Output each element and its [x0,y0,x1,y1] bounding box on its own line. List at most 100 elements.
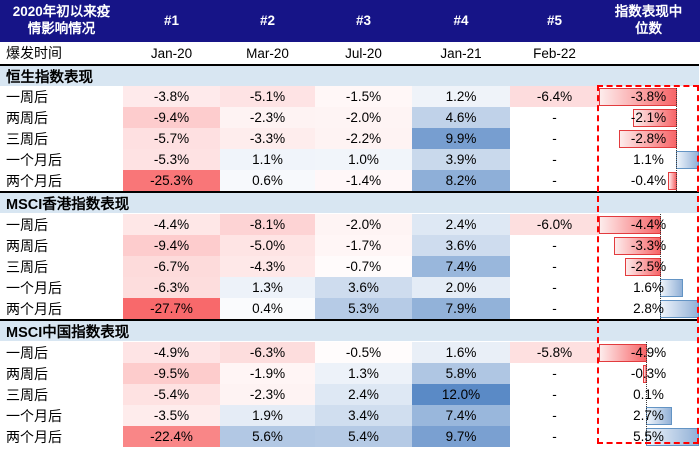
heatmap-cell: - [510,384,599,405]
heatmap-cell: -9.5% [123,363,220,384]
median-cell: 2.8% [599,298,699,319]
heatmap-cell: 1.3% [220,277,315,298]
row-label: 两周后 [6,237,48,254]
median-cell: 1.6% [599,277,698,298]
median-cell: 5.5% [599,426,699,447]
section-title-band: 恒生指数表现 [0,64,699,86]
heatmap-cell: 0.4% [220,298,315,319]
heatmap-cell: 5.8% [412,363,510,384]
median-value: 1.1% [633,152,664,167]
heatmap-cell: -5.3% [123,149,220,170]
column-header-event-5: #5 [546,12,563,28]
column-header-median: 指数表现中 位数 [614,4,683,36]
heatmap-cell: -6.0% [510,214,599,235]
heatmap-cell: 1.9% [220,405,315,426]
heatmap-cell: 1.3% [315,363,412,384]
heatmap-cell: 7.9% [412,298,510,319]
median-cell: -3.8% [599,86,698,107]
median-value: -3.8% [630,89,667,104]
median-value: 2.8% [633,301,664,316]
row-label: 一个月后 [6,151,62,168]
heatmap-cell: -6.3% [123,277,220,298]
heatmap-cell: 1.2% [412,86,510,107]
heatmap-cell: -4.3% [220,256,315,277]
median-value: 0.1% [633,387,664,402]
outbreak-date-4: Jan-21 [440,45,482,61]
section-title-band: MSCI中国指数表现 [0,319,699,341]
corner-title: 2020年初以来疫 情影响情况 [12,4,111,36]
row-label: 三周后 [6,386,48,403]
heatmap-cell: -6.3% [220,342,315,363]
heatmap-cell: -5.0% [220,235,315,256]
median-value: 5.5% [633,429,664,444]
heatmap-cell: -22.4% [123,426,220,447]
heatmap-cell: - [510,298,599,319]
heatmap-cell: - [510,170,599,191]
section-title-band: MSCI香港指数表现 [0,191,699,213]
median-value: -2.5% [630,259,667,274]
data-bar-zero-axis [675,86,677,191]
heatmap-cell: -5.8% [510,342,599,363]
row-label: 三周后 [6,258,48,275]
positive-data-bar [675,151,699,169]
outbreak-date-5: Feb-22 [533,45,576,61]
heatmap-cell: -1.4% [315,170,412,191]
median-cell: -0.3% [599,363,698,384]
heatmap-cell: 7.4% [412,405,510,426]
row-label: 两个月后 [6,172,62,189]
median-cell: -2.5% [599,256,698,277]
heatmap-cell: - [510,426,599,447]
heatmap-cell: 12.0% [412,384,510,405]
heatmap-cell: -1.9% [220,363,315,384]
heatmap-cell: 2.0% [412,277,510,298]
heatmap-cell: -25.3% [123,170,220,191]
heatmap-cell: 3.4% [315,405,412,426]
column-header-event-1: #1 [163,12,180,28]
median-value: -4.4% [630,217,667,232]
heatmap-cell: - [510,128,599,149]
heatmap-cell: - [510,149,599,170]
data-bar-zero-axis [659,214,661,319]
heatmap-cell: - [510,363,599,384]
column-header-event-2: #2 [259,12,276,28]
outbreak-date-2: Mar-20 [246,45,289,61]
median-cell: -2.8% [599,128,698,149]
row-label: 三周后 [6,130,48,147]
heatmap-cell: 1.1% [220,149,315,170]
row-label: 一周后 [6,88,48,105]
heatmap-cell: 8.2% [412,170,510,191]
median-cell: 0.1% [599,384,698,405]
median-value: -0.3% [630,366,667,381]
heatmap-cell: -9.4% [123,235,220,256]
heatmap-cell: -3.5% [123,405,220,426]
heatmap-cell: -2.0% [315,214,412,235]
table-header-band [0,0,700,42]
median-cell: 2.7% [599,405,698,426]
row-label: 两周后 [6,365,48,382]
heatmap-cell: 3.6% [412,235,510,256]
heatmap-cell: -0.5% [315,342,412,363]
heatmap-cell: -2.2% [315,128,412,149]
heatmap-cell: - [510,107,599,128]
heatmap-cell: 2.4% [315,384,412,405]
median-cell: 1.1% [599,149,699,170]
column-header-event-3: #3 [355,12,372,28]
row-label: 两周后 [6,109,48,126]
outbreak-date-3: Jul-20 [345,45,382,61]
median-cell: -4.9% [599,342,698,363]
heatmap-cell: - [510,256,599,277]
median-cell: -0.4% [599,170,698,191]
heatmap-cell: 4.6% [412,107,510,128]
row-label: 两个月后 [6,428,62,445]
column-header-event-4: #4 [453,12,469,28]
heatmap-cell: -0.7% [315,256,412,277]
heatmap-cell: 3.9% [412,149,510,170]
heatmap-cell: -5.1% [220,86,315,107]
heatmap-cell: 1.0% [315,149,412,170]
heatmap-cell: - [510,405,599,426]
heatmap-cell: -27.7% [123,298,220,319]
median-value: -0.4% [630,173,667,188]
median-cell: -3.3% [599,235,698,256]
heatmap-cell: -4.9% [123,342,220,363]
